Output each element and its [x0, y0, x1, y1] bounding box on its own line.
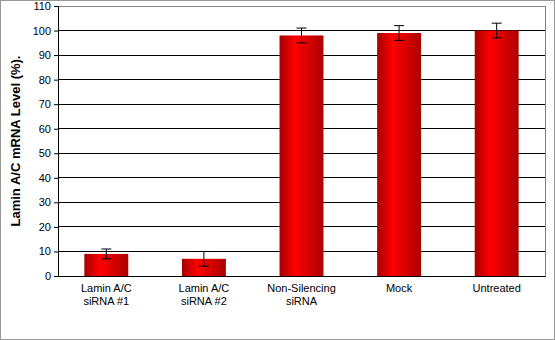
x-tick: Lamin A/CsiRNA #1 [81, 282, 132, 307]
y-tick-mark [54, 129, 58, 130]
y-tick: 50 [39, 147, 58, 159]
x-tick-label: Lamin A/CsiRNA #2 [179, 282, 230, 307]
x-tick: Lamin A/CsiRNA #2 [179, 282, 230, 307]
y-tick: 60 [39, 123, 58, 135]
bar [475, 31, 519, 276]
error-bar [101, 249, 111, 259]
y-tick: 100 [33, 25, 58, 37]
plot-frame [58, 6, 545, 276]
y-tick-mark [54, 104, 58, 105]
y-tick-label: 40 [39, 172, 51, 184]
y-tick-label: 60 [39, 123, 51, 135]
y-tick-label: 20 [39, 221, 51, 233]
y-tick: 30 [39, 196, 58, 208]
y-tick-label: 0 [45, 270, 51, 282]
y-tick-label: 10 [39, 245, 51, 257]
y-tick: 10 [39, 245, 58, 257]
bar [377, 33, 421, 276]
y-tick-mark [54, 55, 58, 56]
y-tick-mark [54, 227, 58, 228]
x-tick-label: Mock [386, 282, 413, 294]
x-axis: Lamin A/CsiRNA #1 Lamin A/CsiRNA #2 Non-Si… [59, 277, 546, 308]
x-tick-label: Untreated [473, 282, 521, 294]
y-tick-mark [54, 202, 58, 203]
y-tick: 80 [39, 74, 58, 86]
y-axis-title: Lamin A/C mRNA Level (%). [8, 56, 23, 227]
y-tick-mark [54, 153, 58, 154]
x-tick: Untreated [473, 282, 521, 294]
x-tick-label: Lamin A/CsiRNA #1 [81, 282, 132, 307]
chart-border [1, 1, 555, 340]
y-tick-mark [54, 178, 58, 179]
y-tick-label: 30 [39, 196, 51, 208]
bar [280, 35, 324, 276]
x-axis-line [59, 276, 546, 277]
y-tick-label: 90 [39, 49, 51, 61]
y-tick: 110 [33, 0, 58, 12]
y-tick: 70 [39, 98, 58, 110]
y-tick-label: 100 [33, 25, 51, 37]
error-bar [492, 23, 502, 38]
y-tick: 20 [39, 221, 58, 233]
chart: 0 10 20 30 40 50 60 70 80 90 100 110 Lamin A/CsiRNA … [0, 0, 555, 340]
y-tick: 40 [39, 172, 58, 184]
y-tick-mark [54, 6, 58, 7]
y-axis-line [54, 7, 59, 277]
grid [58, 6, 545, 276]
y-tick: 0 [45, 270, 58, 282]
y-tick-label: 80 [39, 74, 51, 86]
y-tick-label: 50 [39, 147, 51, 159]
y-tick-mark [54, 276, 58, 277]
error-bar [199, 251, 209, 266]
x-tick-label: Non-SilencingsiRNA [267, 282, 335, 307]
plot: 0 10 20 30 40 50 60 70 80 90 100 110 Lamin A/CsiRNA … [33, 0, 546, 307]
y-tick-mark [54, 31, 58, 32]
y-tick-mark [54, 251, 58, 252]
y-axis: 0 10 20 30 40 50 60 70 80 90 100 110 [33, 0, 59, 282]
error-bar [394, 26, 404, 41]
x-tick: Mock [386, 282, 413, 294]
bars [84, 23, 518, 276]
error-bar [297, 28, 307, 43]
x-tick: Non-SilencingsiRNA [267, 282, 335, 307]
plot-area [58, 6, 545, 276]
y-tick-label: 110 [33, 0, 51, 12]
y-tick-label: 70 [39, 98, 51, 110]
y-tick: 90 [39, 49, 58, 61]
y-tick-mark [54, 80, 58, 81]
